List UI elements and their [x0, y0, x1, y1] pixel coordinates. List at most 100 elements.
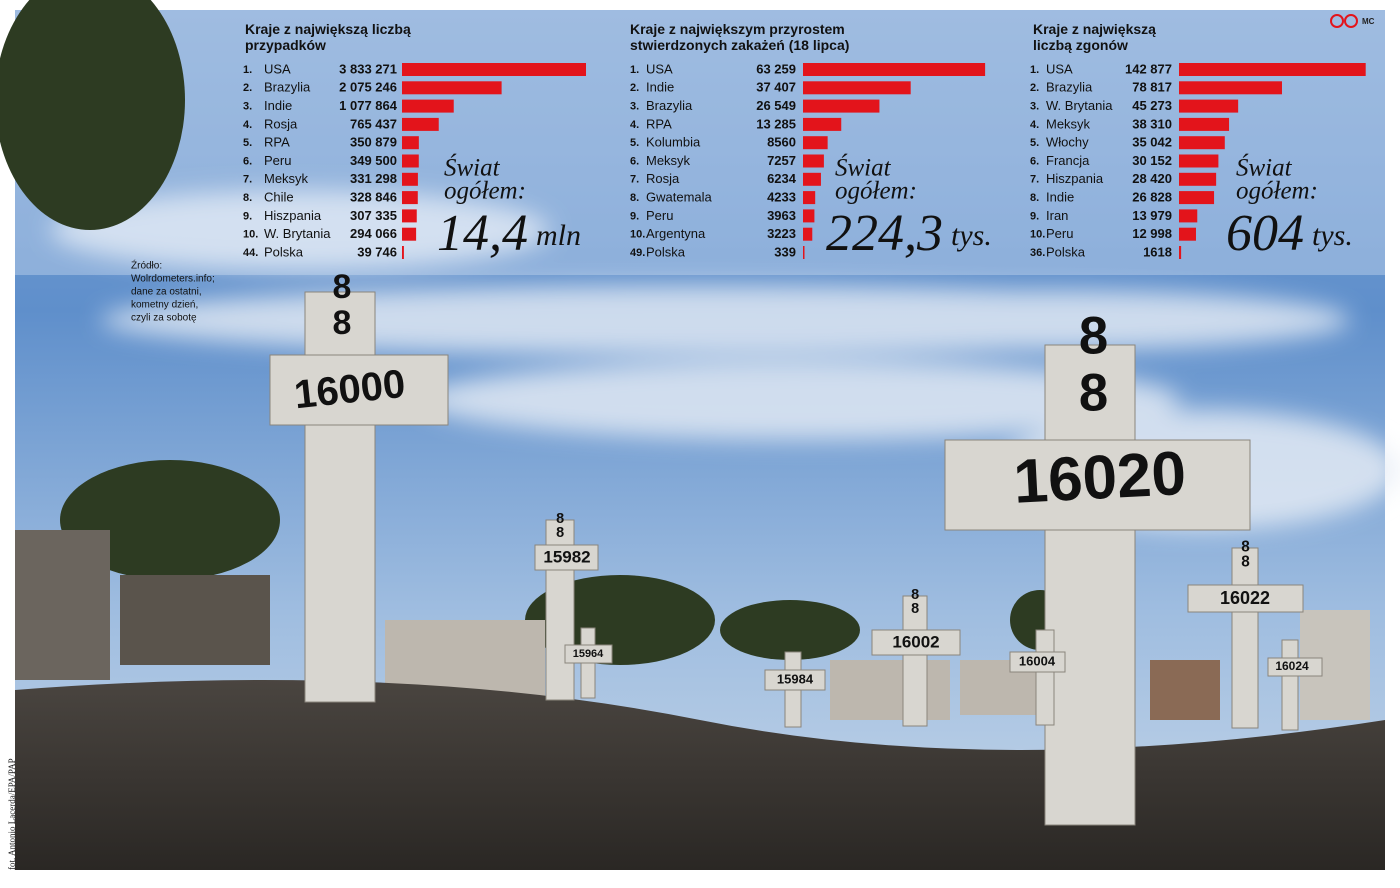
category-label: Brazylia — [646, 98, 693, 113]
rank: 7. — [630, 174, 639, 186]
bar — [402, 209, 417, 223]
bar — [402, 117, 439, 131]
rank: 7. — [1030, 174, 1039, 186]
rank: 3. — [243, 101, 252, 113]
bar — [1179, 63, 1366, 76]
cross-number: 15982 — [543, 547, 590, 566]
value-label: 328 846 — [350, 190, 397, 205]
rank: 44. — [243, 247, 258, 259]
category-label: Polska — [646, 244, 686, 259]
rank: 4. — [243, 119, 252, 131]
rank: 10. — [630, 229, 645, 241]
rank: 6. — [243, 155, 252, 167]
category-label: Polska — [264, 244, 304, 259]
value-label: 13 285 — [756, 116, 796, 131]
cross-post — [1231, 547, 1259, 729]
value-label: 28 420 — [1132, 171, 1172, 186]
cross-arm — [1009, 651, 1066, 673]
bar — [803, 246, 805, 259]
source-line: czyli za sobotę — [131, 313, 197, 324]
value-label: 45 273 — [1132, 98, 1172, 113]
category-label: W. Brytania — [264, 226, 331, 241]
category-label: Rosja — [646, 171, 680, 186]
cross-number: 16024 — [1275, 659, 1309, 673]
cross-number: 15964 — [573, 648, 604, 660]
bar — [803, 99, 880, 113]
ground — [15, 680, 1385, 870]
rank: 2. — [630, 82, 639, 94]
chart-title: Kraje z największym przyrostem stwierdzo… — [630, 21, 850, 53]
value-label: 350 879 — [350, 135, 397, 150]
value-label: 7257 — [767, 153, 796, 168]
cross-arm — [1267, 657, 1323, 677]
cross-arm — [269, 354, 449, 426]
rank: 1. — [1030, 64, 1039, 76]
value-label: 142 877 — [1125, 61, 1172, 76]
bar — [402, 227, 417, 241]
bar — [1179, 136, 1225, 150]
rank: 4. — [630, 119, 639, 131]
source-line: Źródło: — [131, 259, 162, 272]
cross-arm — [534, 544, 599, 571]
total-caption: Świat — [1236, 154, 1293, 182]
bar — [1179, 81, 1282, 95]
category-label: Rosja — [264, 116, 298, 131]
value-label: 331 298 — [350, 171, 397, 186]
bar — [803, 136, 828, 150]
cross-post — [1035, 629, 1055, 726]
rank: 8. — [1030, 192, 1039, 204]
rank: 5. — [1030, 137, 1039, 149]
category-label: Gwatemala — [646, 190, 713, 205]
total-value: 604 — [1226, 205, 1304, 262]
bar — [402, 63, 586, 76]
value-label: 26 549 — [756, 98, 796, 113]
category-label: Polska — [1046, 244, 1086, 259]
value-label: 63 259 — [756, 61, 796, 76]
cross-top: 88 — [1237, 538, 1254, 568]
rank: 7. — [243, 174, 252, 186]
bar — [803, 154, 824, 168]
source-line: Wolrdometers.info; — [131, 274, 215, 285]
rank: 6. — [630, 155, 639, 167]
value-label: 39 746 — [357, 244, 397, 259]
value-label: 339 — [774, 244, 796, 259]
value-label: 1 077 864 — [339, 98, 398, 113]
category-label: Indie — [1046, 190, 1074, 205]
rank: 49. — [630, 247, 645, 259]
category-label: Hiszpania — [1046, 171, 1104, 186]
rank: 5. — [243, 137, 252, 149]
bar — [803, 209, 815, 223]
category-label: USA — [646, 61, 673, 76]
bar — [402, 172, 418, 186]
total-unit: tys. — [951, 219, 992, 252]
cross-arm — [1187, 584, 1304, 613]
bar — [1179, 191, 1215, 205]
bar — [803, 172, 821, 186]
category-label: Indie — [646, 80, 674, 95]
bar — [803, 191, 816, 205]
value-label: 78 817 — [1132, 80, 1172, 95]
bar — [1179, 172, 1217, 186]
bar — [402, 246, 404, 259]
rank: 9. — [243, 210, 252, 222]
value-label: 12 998 — [1132, 226, 1172, 241]
total-caption: ogółem: — [835, 178, 917, 205]
cross-top: 88 — [1064, 307, 1123, 421]
clouds — [50, 190, 1400, 530]
bar — [1179, 209, 1198, 223]
bar — [803, 63, 986, 76]
total: 14,4 mln — [437, 205, 581, 262]
category-label: Argentyna — [646, 226, 706, 241]
category-label: Meksyk — [264, 171, 309, 186]
value-label: 307 335 — [350, 208, 397, 223]
value-label: 3223 — [767, 226, 796, 241]
author: MC — [1362, 17, 1375, 26]
rank: 6. — [1030, 155, 1039, 167]
value-label: 4233 — [767, 190, 796, 205]
bar — [1179, 154, 1219, 168]
category-label: Kolumbia — [646, 135, 701, 150]
cross-arm — [564, 644, 613, 664]
logo — [1330, 14, 1358, 28]
chart-title: Kraje z największą liczbą zgonów — [1033, 21, 1156, 53]
